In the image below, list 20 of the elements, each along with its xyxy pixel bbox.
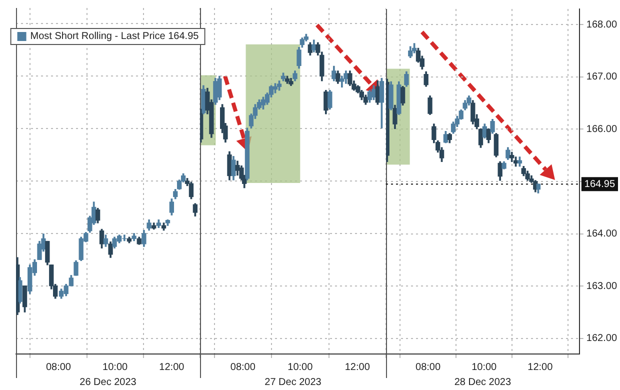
- y-tick-label: 166.00: [586, 124, 618, 135]
- x-axis-title: 26 Dec 2023: [80, 376, 137, 388]
- x-axis-title: 28 Dec 2023: [454, 376, 512, 388]
- x-tick-label: 10:00: [102, 362, 128, 373]
- x-tick-label: 12:00: [344, 362, 370, 373]
- y-tick-label: 163.00: [586, 280, 618, 292]
- x-axis-title: 27 Dec 2023: [264, 376, 322, 388]
- y-tick-label: 167.00: [586, 72, 618, 83]
- y-tick-label: 162.00: [586, 333, 618, 344]
- y-tick-label: 164.00: [586, 228, 618, 240]
- x-tick-label: 10:00: [472, 362, 498, 373]
- y-tick-label: 168.00: [586, 19, 618, 30]
- x-tick-label: 10:00: [288, 362, 314, 373]
- x-tick-label: 08:00: [230, 362, 256, 373]
- x-tick-label: 08:00: [46, 362, 72, 373]
- x-tick-label: 12:00: [528, 362, 554, 373]
- legend-label: Most Short Rolling - Last Price 164.95: [30, 31, 199, 42]
- x-tick-label: 12:00: [159, 362, 185, 373]
- ref-line-label: 164.95: [584, 178, 616, 190]
- x-tick-label: 08:00: [416, 362, 441, 373]
